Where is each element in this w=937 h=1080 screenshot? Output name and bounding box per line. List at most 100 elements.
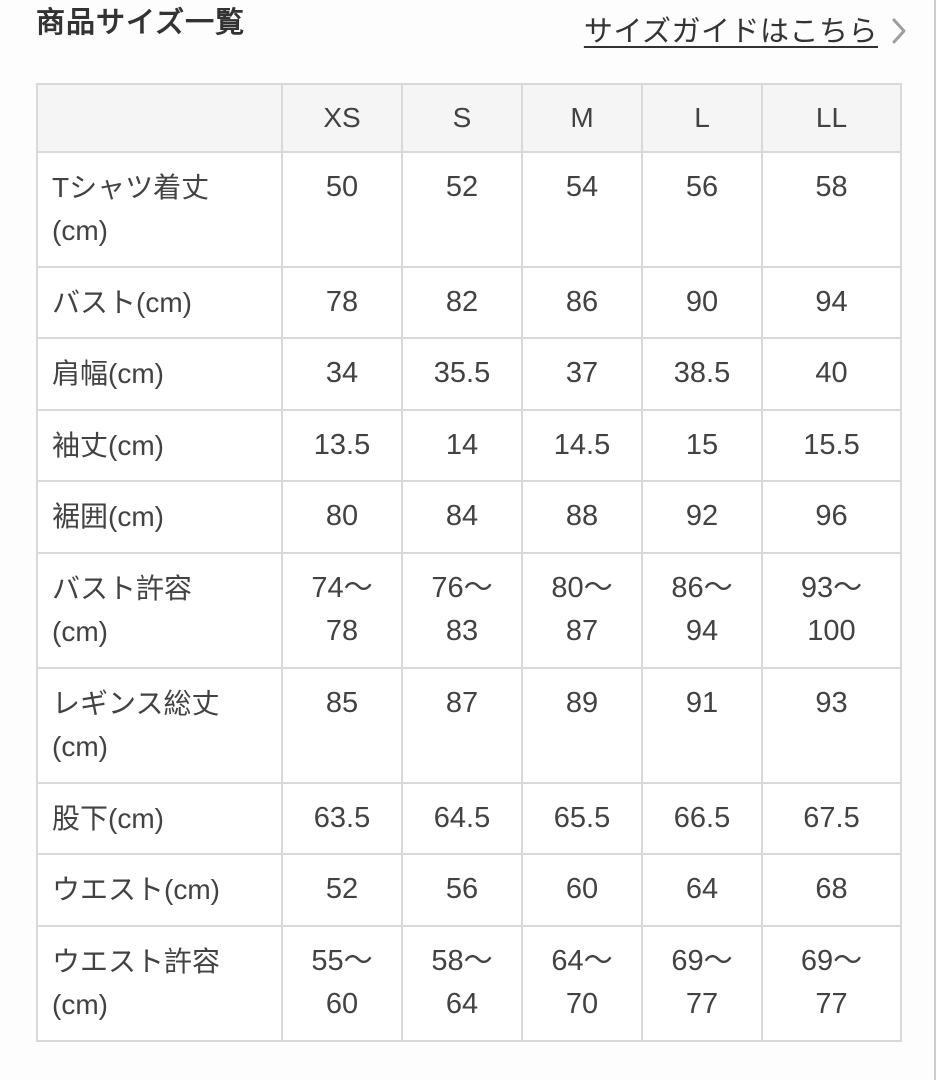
size-value-cell: 87 [401, 666, 523, 784]
size-value-cell: 56 [641, 151, 763, 268]
measurement-name: ウエスト [52, 874, 165, 906]
measurement-unit: (cm) [52, 616, 108, 648]
size-value-cell: 90 [641, 265, 763, 340]
size-value-cell: 54 [521, 151, 643, 268]
size-value-cell: 14 [401, 408, 523, 483]
size-column-header: LL [761, 83, 902, 153]
size-value-cell: 89 [521, 666, 643, 784]
size-value-cell: 58 [761, 151, 902, 268]
table-row: 袖丈(cm) 13.5 14 14.5 15 15.5 [36, 408, 902, 483]
size-value-cell: 76〜 83 [401, 551, 523, 669]
measurement-unit: (cm) [108, 429, 164, 461]
size-table-body: Tシャツ着丈 (cm) 50 52 54 56 58 バスト(cm) 78 82 86 90 94 肩幅(… [36, 151, 902, 1042]
measurement-label-cell: 裾囲(cm) [36, 480, 283, 554]
size-value-cell: 67.5 [761, 781, 902, 856]
measurement-name: 袖丈 [52, 429, 109, 461]
size-value-cell: 14.5 [521, 408, 643, 483]
page-title: 商品サイズ一覧 [36, 7, 246, 39]
size-value-cell: 35.5 [401, 337, 523, 411]
table-row: Tシャツ着丈 (cm) 50 52 54 56 58 [36, 151, 902, 268]
size-value-cell: 85 [281, 666, 403, 784]
measurement-name: バスト [52, 286, 137, 318]
measurement-name: 股下 [52, 802, 109, 834]
size-value-cell: 69〜 77 [761, 924, 902, 1042]
measurement-unit: (cm) [136, 286, 192, 318]
measurement-label-cell: 袖丈(cm) [36, 408, 283, 483]
size-value-cell: 78 [281, 265, 403, 340]
size-guide-link[interactable]: サイズガイドはこちら [583, 16, 878, 48]
measurement-label-cell: バスト許容 (cm) [36, 551, 283, 669]
measurement-unit: (cm) [108, 802, 164, 834]
measurement-name: レギンス総丈 [52, 687, 220, 719]
size-value-cell: 34 [281, 337, 403, 411]
size-column-header: L [641, 83, 763, 153]
size-value-cell: 66.5 [641, 781, 763, 856]
size-value-cell: 93〜 100 [761, 551, 902, 669]
size-value-cell: 52 [281, 853, 403, 927]
size-value-cell: 64〜 70 [521, 924, 643, 1042]
page-right-border [934, 0, 936, 1080]
size-value-cell: 15 [641, 408, 763, 483]
measurement-label-cell: 股下(cm) [36, 781, 283, 856]
measurement-label-cell: ウエスト(cm) [36, 853, 283, 927]
table-row: ウエスト(cm) 52 56 60 64 68 [36, 853, 902, 927]
measurement-unit: (cm) [52, 731, 108, 763]
size-value-cell: 88 [521, 480, 643, 554]
measurement-name: 肩幅 [52, 358, 109, 390]
measurement-unit: (cm) [108, 358, 164, 390]
measurement-unit: (cm) [108, 501, 164, 533]
product-size-table: XS S M L LL Tシャツ着丈 (cm) 50 52 54 56 58 バスト(cm) 78 82 8… [36, 83, 902, 1042]
size-guide-link-wrap[interactable]: サイズガイドはこちら [584, 7, 907, 50]
size-value-cell: 13.5 [281, 408, 403, 483]
table-row: 肩幅(cm) 34 35.5 37 38.5 40 [36, 337, 902, 411]
measurement-label-cell: バスト(cm) [36, 265, 283, 340]
measurement-unit: (cm) [52, 988, 108, 1020]
size-value-cell: 93 [761, 666, 902, 784]
size-value-cell: 82 [401, 265, 523, 340]
size-value-cell: 50 [281, 151, 403, 268]
size-column-header: M [521, 83, 643, 153]
size-value-cell: 64.5 [401, 781, 523, 856]
measurement-unit: (cm) [52, 215, 108, 247]
size-value-cell: 52 [401, 151, 523, 268]
measurement-label-cell: レギンス総丈 (cm) [36, 666, 283, 784]
size-value-cell: 86〜 94 [641, 551, 763, 669]
table-row: ウエスト許容 (cm) 55〜 60 58〜 64 64〜 70 69〜 77 69〜 77 [36, 924, 902, 1042]
size-value-cell: 38.5 [641, 337, 763, 411]
table-row: バスト許容 (cm) 74〜 78 76〜 83 80〜 87 86〜 94 93〜 100 [36, 551, 902, 669]
size-value-cell: 86 [521, 265, 643, 340]
size-value-cell: 55〜 60 [281, 924, 403, 1042]
size-value-cell: 68 [761, 853, 902, 927]
size-value-cell: 84 [401, 480, 523, 554]
size-value-cell: 74〜 78 [281, 551, 403, 669]
measurement-label-cell: 肩幅(cm) [36, 337, 283, 411]
table-row: レギンス総丈 (cm) 85 87 89 91 93 [36, 666, 902, 784]
corner-cell [36, 83, 283, 153]
size-value-cell: 58〜 64 [401, 924, 523, 1042]
size-value-cell: 60 [521, 853, 643, 927]
measurement-name: 裾囲 [52, 501, 109, 533]
size-value-cell: 94 [761, 265, 902, 340]
size-value-cell: 40 [761, 337, 902, 411]
chevron-right-icon [891, 16, 907, 46]
table-row: バスト(cm) 78 82 86 90 94 [36, 265, 902, 340]
measurement-label-cell: ウエスト許容 (cm) [36, 924, 283, 1042]
size-value-cell: 92 [641, 480, 763, 554]
measurement-unit: (cm) [164, 874, 220, 906]
size-chart-header: 商品サイズ一覧 サイズガイドはこちら [0, 0, 937, 50]
table-row: 股下(cm) 63.5 64.5 65.5 66.5 67.5 [36, 781, 902, 856]
size-column-header: XS [281, 83, 403, 153]
table-row: 裾囲(cm) 80 84 88 92 96 [36, 480, 902, 554]
measurement-name: ウエスト許容 [52, 945, 221, 977]
size-value-cell: 15.5 [761, 408, 902, 483]
size-value-cell: 64 [641, 853, 763, 927]
measurement-name: バスト許容 [52, 572, 193, 604]
size-value-cell: 96 [761, 480, 902, 554]
size-value-cell: 69〜 77 [641, 924, 763, 1042]
size-value-cell: 37 [521, 337, 643, 411]
measurement-label-cell: Tシャツ着丈 (cm) [36, 151, 283, 268]
size-value-cell: 56 [401, 853, 523, 927]
measurement-name: Tシャツ着丈 [52, 172, 210, 203]
size-value-cell: 91 [641, 666, 763, 784]
